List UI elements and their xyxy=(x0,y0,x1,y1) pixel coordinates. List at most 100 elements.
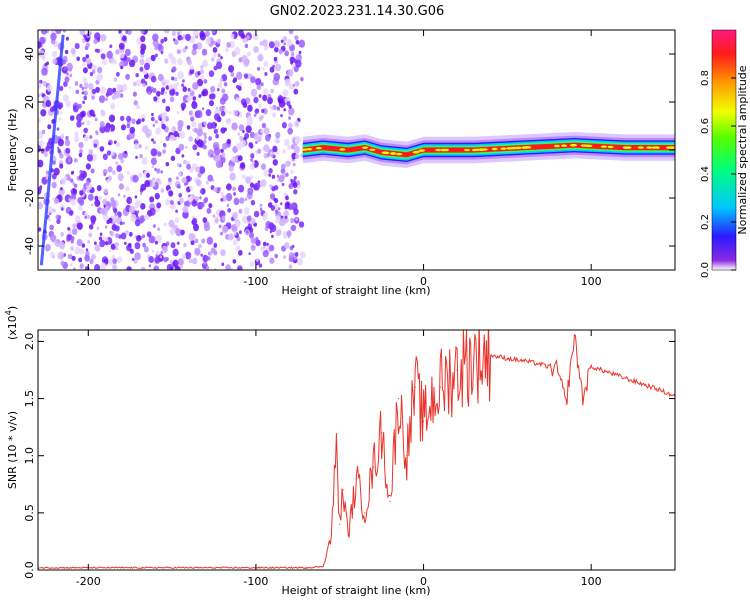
noise-speckle xyxy=(76,120,82,128)
noise-speckle xyxy=(67,253,73,260)
noise-speckle xyxy=(176,111,180,115)
noise-speckle xyxy=(115,233,120,239)
ridge-highlight xyxy=(412,151,419,154)
noise-speckle xyxy=(97,66,103,74)
noise-speckle xyxy=(162,149,167,154)
noise-speckle xyxy=(67,227,71,231)
noise-speckle xyxy=(89,135,93,139)
noise-speckle xyxy=(247,115,251,120)
noise-speckle xyxy=(173,85,178,91)
noise-speckle xyxy=(168,219,175,228)
ridge-highlight xyxy=(553,144,560,148)
noise-speckle xyxy=(221,225,229,234)
noise-speckle xyxy=(206,180,209,185)
bottom-x-axis: -200 -100 0 100 xyxy=(76,330,602,588)
bottom-plot-frame xyxy=(37,329,676,571)
noise-speckle xyxy=(116,256,123,263)
noise-speckle xyxy=(190,116,195,122)
noise-speckle xyxy=(139,154,143,159)
noise-speckle xyxy=(273,72,281,82)
noise-speckle xyxy=(116,83,122,92)
noise-speckle xyxy=(53,167,60,176)
noise-speckle xyxy=(180,36,184,41)
noise-speckle xyxy=(266,152,271,158)
noise-speckle xyxy=(114,242,120,248)
noise-speckle xyxy=(38,227,42,232)
noise-speckle xyxy=(80,110,86,118)
noise-speckle xyxy=(288,116,291,120)
noise-speckle xyxy=(283,234,287,239)
noise-speckle xyxy=(226,42,231,48)
noise-speckle xyxy=(41,149,45,154)
noise-speckle xyxy=(186,163,191,170)
noise-speckle xyxy=(180,102,187,110)
noise-speckle xyxy=(49,106,55,113)
noise-speckle xyxy=(151,138,154,142)
noise-speckle xyxy=(110,151,115,156)
noise-speckle xyxy=(178,143,185,151)
noise-speckle xyxy=(277,207,281,211)
noise-speckle xyxy=(284,78,291,87)
noise-speckle xyxy=(91,219,96,225)
noise-speckle xyxy=(213,128,218,134)
noise-speckle xyxy=(98,236,103,241)
noise-speckle xyxy=(214,218,219,224)
noise-speckle xyxy=(287,69,294,77)
noise-speckle xyxy=(38,45,41,49)
noise-speckle xyxy=(274,46,279,53)
noise-speckle xyxy=(87,214,91,220)
noise-speckle xyxy=(249,175,254,180)
noise-speckle xyxy=(134,138,138,142)
noise-speckle xyxy=(146,172,150,178)
noise-speckle xyxy=(49,224,54,231)
ridge-highlight xyxy=(500,147,507,150)
noise-speckle xyxy=(177,120,184,128)
bottom-y-tick-label: 1.5 xyxy=(23,390,36,408)
snr-point xyxy=(347,535,349,537)
noise-speckle xyxy=(253,96,259,104)
noise-speckle xyxy=(258,94,262,98)
noise-speckle xyxy=(210,154,214,158)
noise-speckle xyxy=(269,184,272,188)
noise-speckle xyxy=(194,247,201,256)
ridge-highlight xyxy=(390,152,397,155)
noise-speckle xyxy=(188,110,193,116)
noise-speckle xyxy=(78,205,83,211)
y-exponent-label: (x104) xyxy=(4,306,19,340)
noise-speckle xyxy=(156,169,161,174)
noise-speckle xyxy=(227,233,234,241)
noise-speckle xyxy=(237,265,243,270)
noise-speckle xyxy=(170,57,177,65)
noise-speckle xyxy=(238,249,243,256)
colorbar-tick-label: 0.8 xyxy=(700,70,711,86)
colorbar-tick-label: 0.4 xyxy=(700,166,711,182)
noise-speckle xyxy=(57,148,61,154)
noise-speckle xyxy=(73,183,78,188)
ridge-highlight xyxy=(339,148,346,151)
noise-speckle xyxy=(164,91,167,95)
noise-speckle xyxy=(142,234,146,239)
noise-speckle xyxy=(108,258,114,266)
noise-speckle xyxy=(176,162,180,167)
noise-speckle xyxy=(255,239,261,247)
noise-speckle xyxy=(225,109,228,113)
noise-speckle xyxy=(285,195,289,201)
noise-speckle xyxy=(289,56,295,63)
noise-speckle xyxy=(60,260,65,266)
noise-speckle xyxy=(272,104,277,111)
noise-speckle xyxy=(213,187,217,192)
noise-speckle xyxy=(288,107,295,116)
noise-speckle xyxy=(210,57,215,62)
noise-speckle xyxy=(285,160,291,168)
noise-speckle xyxy=(74,131,79,137)
noise-speckle xyxy=(213,244,217,248)
noise-speckle xyxy=(216,127,220,131)
noise-speckle xyxy=(287,145,291,150)
noise-speckle xyxy=(186,59,192,66)
noise-speckle xyxy=(245,176,252,184)
noise-speckle xyxy=(100,262,107,270)
noise-speckle xyxy=(210,85,216,93)
noise-speckle xyxy=(38,82,42,89)
noise-speckle xyxy=(89,258,94,265)
